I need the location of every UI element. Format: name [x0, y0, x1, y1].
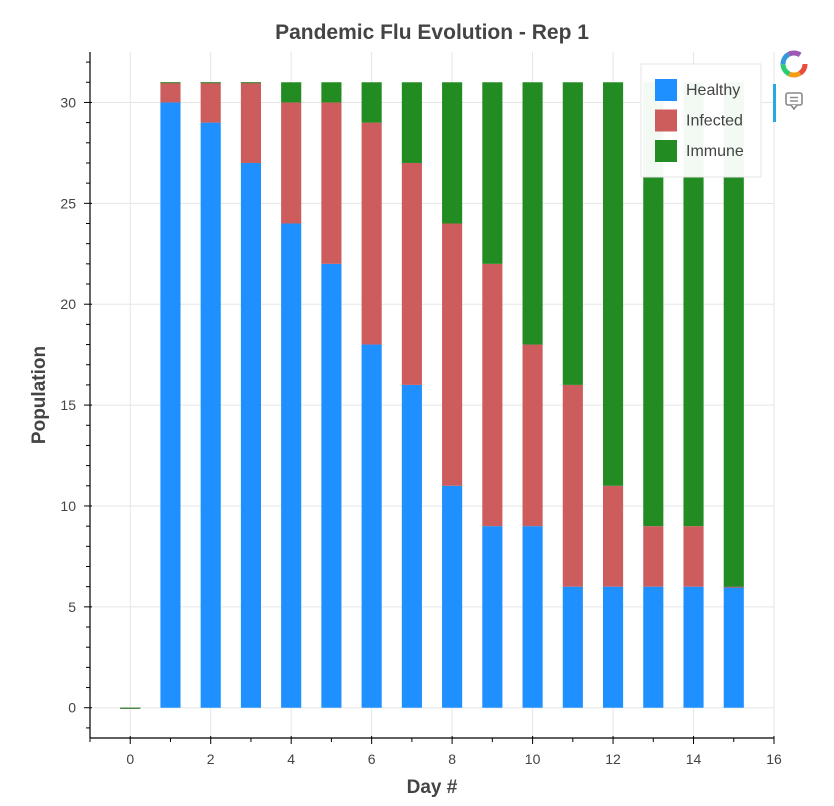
bar-healthy [603, 586, 624, 708]
bar-healthy [683, 586, 704, 708]
x-tick-label: 4 [287, 751, 295, 767]
bar-immune [603, 82, 624, 486]
bar-infected [160, 82, 181, 103]
bar-immune [401, 82, 422, 163]
bar-infected [361, 122, 382, 345]
bar-healthy [200, 122, 221, 708]
x-tick-label: 14 [686, 751, 702, 767]
plot-area: 0 2 4 6 8 10 12 14 16 0 5 10 15 20 25 30 Healthy Infected… [60, 52, 782, 767]
bar-immune [361, 82, 382, 123]
bar-infected [522, 344, 543, 527]
bar-immune [562, 82, 583, 385]
legend-label-immune: Immune [686, 143, 744, 160]
bar-infected [723, 586, 744, 588]
bar-immune [321, 82, 342, 103]
y-tick-label: 0 [68, 700, 76, 716]
bar-healthy [723, 586, 744, 708]
x-tick-label: 8 [448, 751, 456, 767]
y-tick-label: 25 [60, 195, 76, 211]
legend: Healthy Infected Immune [640, 63, 762, 178]
active-tool-indicator [773, 84, 776, 122]
legend-swatch-healthy [655, 79, 677, 101]
y-tick-label: 30 [60, 94, 76, 110]
y-axis-label: Population [29, 346, 50, 444]
legend-label-infected: Infected [686, 113, 743, 130]
y-tick-label: 20 [60, 296, 76, 312]
bar-healthy [321, 263, 342, 708]
bar-infected [240, 82, 261, 163]
x-axis-label: Day # [407, 777, 458, 798]
hover-tooltip-icon[interactable] [782, 88, 806, 114]
bar-immune [442, 82, 463, 224]
legend-label-healthy: Healthy [686, 82, 740, 99]
bar-healthy [281, 223, 302, 708]
bar-immune [200, 82, 221, 84]
bar-infected [683, 526, 704, 587]
bar-healthy [522, 526, 543, 708]
bokeh-logo-icon[interactable] [780, 50, 808, 78]
x-tick-label: 0 [126, 751, 134, 767]
bar-healthy [361, 344, 382, 708]
bar-healthy [643, 586, 664, 708]
bar-infected [603, 485, 624, 587]
bar-immune [522, 82, 543, 345]
legend-swatch-immune [655, 140, 677, 162]
x-tick-label: 6 [368, 751, 376, 767]
bar-healthy [160, 102, 181, 708]
bar-infected [643, 526, 664, 587]
bar-infected [562, 384, 583, 587]
bars [120, 82, 744, 709]
bar-immune [643, 82, 664, 527]
bar-healthy [401, 384, 422, 708]
bar-immune [723, 82, 744, 587]
y-tick-label: 10 [60, 498, 76, 514]
bar-immune [160, 82, 181, 84]
bar-immune [120, 707, 141, 709]
legend-swatch-infected [655, 109, 677, 132]
x-tick-label: 12 [605, 751, 621, 767]
bar-healthy [562, 586, 583, 708]
y-tick-label: 15 [60, 397, 76, 413]
bar-infected [321, 102, 342, 264]
bar-infected [442, 223, 463, 486]
bar-infected [482, 263, 503, 527]
bar-healthy [442, 485, 463, 708]
bar-infected [281, 102, 302, 224]
bar-infected [200, 82, 221, 123]
bar-healthy [482, 526, 503, 708]
bar-immune [240, 82, 261, 84]
x-tick-label: 10 [525, 751, 541, 767]
x-tick-label: 2 [207, 751, 215, 767]
bar-healthy [240, 162, 261, 708]
bar-immune [482, 82, 503, 264]
bar-infected [401, 162, 422, 385]
chart-title: Pandemic Flu Evolution - Rep 1 [275, 21, 589, 44]
bar-immune [281, 82, 302, 103]
y-tick-label: 5 [68, 599, 76, 615]
x-tick-label: 16 [766, 751, 782, 767]
bar-immune [683, 82, 704, 527]
